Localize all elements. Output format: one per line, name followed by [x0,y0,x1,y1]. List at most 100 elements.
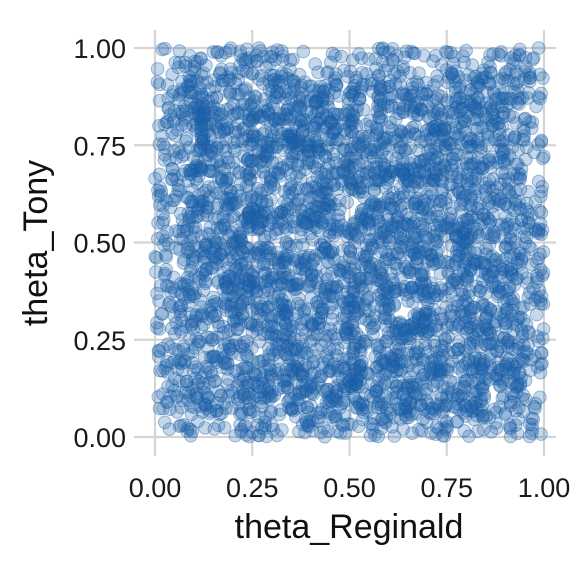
data-point [302,79,317,94]
data-point [459,235,474,250]
data-point [460,274,474,288]
data-point [448,321,463,335]
data-point [463,262,478,276]
data-point [159,395,174,409]
data-point [273,350,287,364]
data-point [214,117,229,131]
data-point [499,182,514,196]
data-point [294,203,309,217]
data-point [235,225,249,240]
data-point [426,361,441,375]
data-point [424,249,438,263]
data-point [379,181,393,196]
data-point [306,356,320,370]
data-point [248,89,262,103]
data-point [401,174,416,189]
data-point [295,262,310,276]
data-point [468,181,483,196]
data-point [471,424,485,439]
x-tick-label: 0.00 [129,473,182,503]
data-point [179,131,194,146]
data-point [312,146,327,160]
data-point [491,116,506,131]
data-point [280,340,294,354]
data-point [425,187,440,201]
data-point [247,130,261,144]
data-point [169,151,184,165]
data-point [530,290,544,304]
data-point [457,379,471,394]
data-point [198,274,213,289]
data-point [438,160,452,174]
data-point [499,359,513,374]
data-point [237,149,251,163]
data-point [412,310,426,325]
data-point [420,157,435,172]
data-point [317,321,331,336]
data-point [396,63,411,77]
data-point [195,376,210,391]
data-point [158,248,173,262]
data-point [504,91,518,106]
data-point [418,307,433,321]
data-point [264,132,278,147]
data-point [217,337,232,351]
data-point [352,335,367,350]
data-point [426,365,441,380]
data-point [413,398,428,413]
data-point [281,322,296,337]
data-point [186,220,200,234]
data-point [478,311,493,325]
data-point [351,419,366,434]
data-point [380,176,395,190]
data-point [388,193,403,207]
data-point [473,104,488,118]
data-point [243,405,257,420]
data-point [319,395,334,410]
data-point [423,158,438,172]
data-point [512,354,527,369]
data-point [319,385,333,399]
data-point [354,223,368,237]
data-point [498,406,513,420]
data-point [516,326,530,340]
data-point [235,269,249,284]
data-point [399,393,413,408]
data-point [157,213,171,227]
data-point [475,66,489,81]
data-point [455,287,470,302]
data-point [360,174,374,188]
data-point [432,422,446,437]
x-axis-title: theta_Reginald [235,508,464,546]
data-point [207,349,221,364]
data-point [348,304,362,318]
data-point [242,112,256,127]
data-point [466,255,480,269]
data-point [194,129,209,144]
data-point [381,58,396,73]
data-point [390,212,405,227]
data-point [342,226,357,240]
data-point [525,422,540,437]
data-point [354,84,368,99]
data-point [288,253,302,267]
data-point [280,222,294,236]
data-point [369,173,383,187]
data-point [444,158,459,173]
data-point [503,225,518,239]
data-points [148,41,551,444]
data-point [461,160,475,175]
data-point [393,315,407,330]
data-point [514,162,529,176]
data-point [267,181,282,195]
data-point [211,275,225,290]
data-point [218,355,232,370]
data-point [207,297,221,312]
data-point [167,383,182,398]
data-point [250,223,265,237]
data-point [370,338,385,352]
data-point [211,122,225,136]
data-point [182,163,197,178]
data-point [287,78,302,93]
data-point [338,143,353,158]
